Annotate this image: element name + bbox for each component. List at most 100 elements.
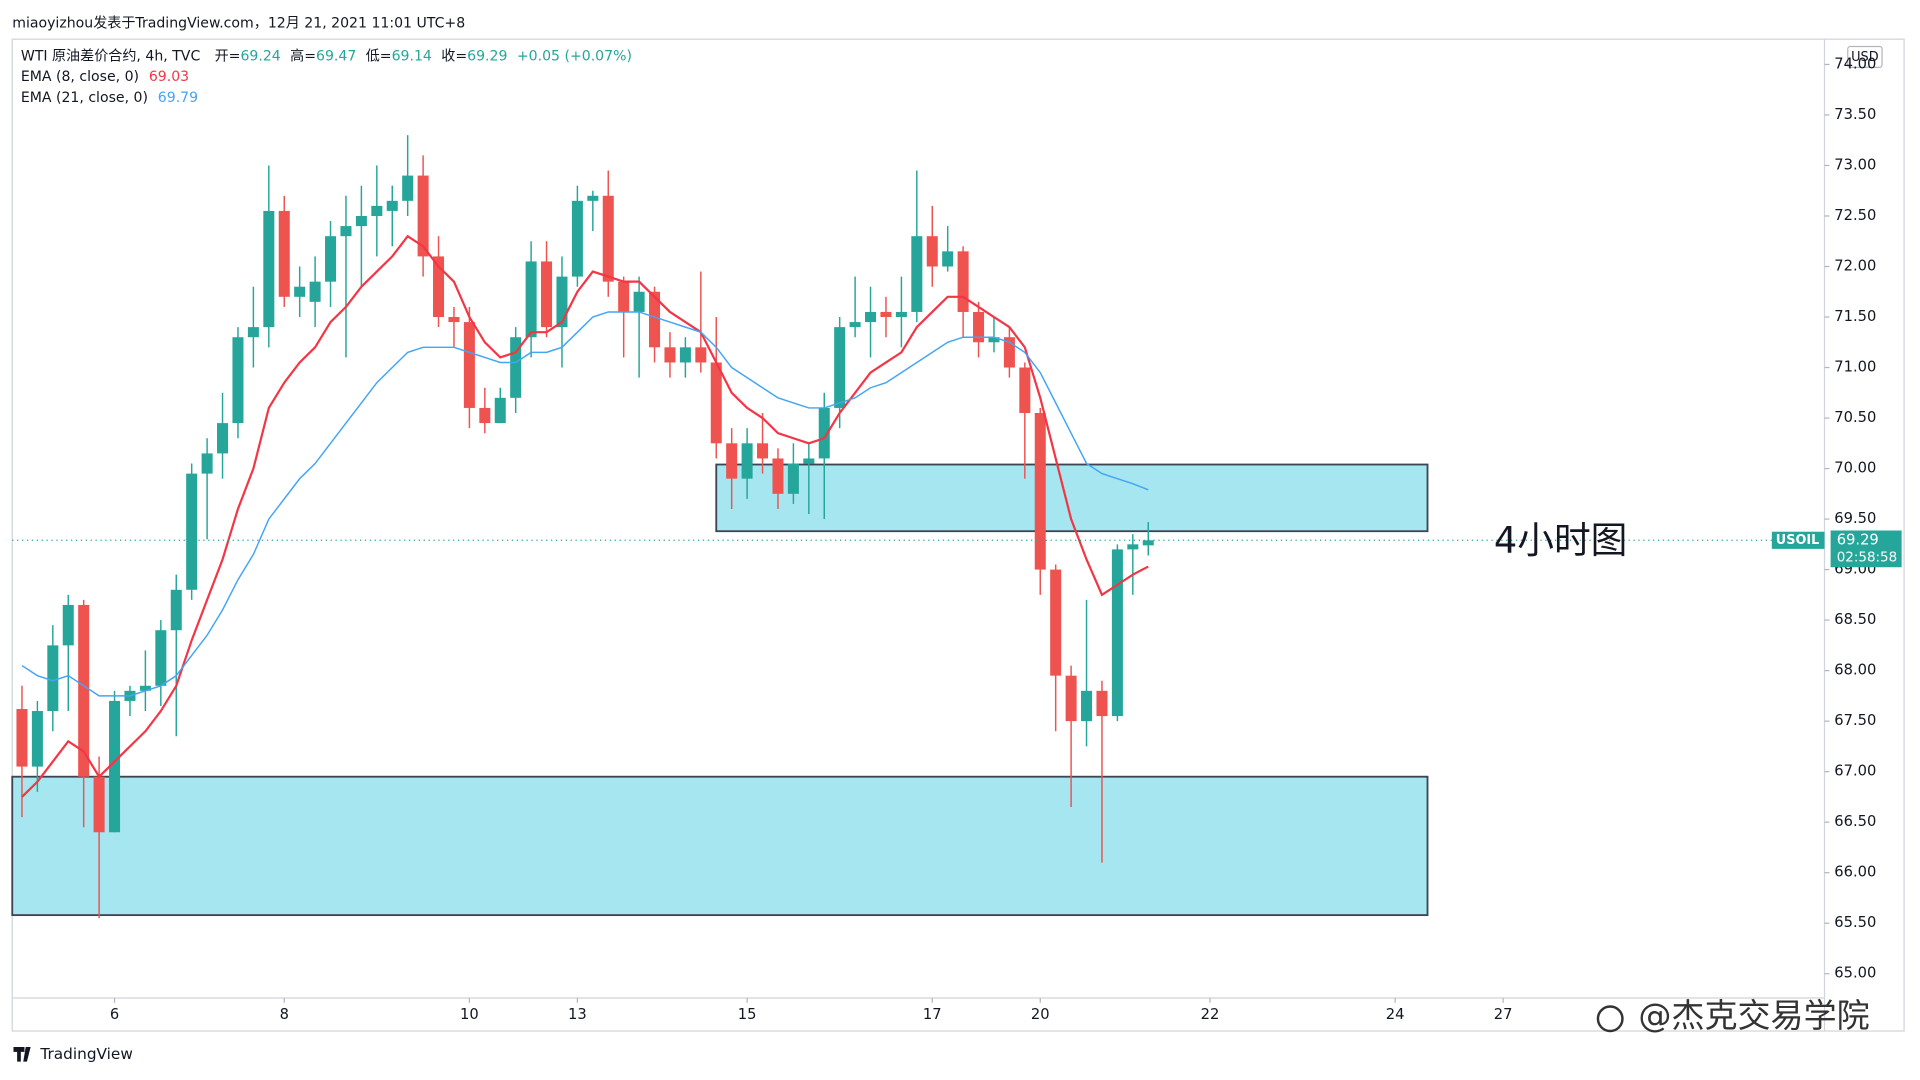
x-tick-label: 8 [280, 1006, 289, 1023]
candle-body [78, 604, 90, 777]
legend-ema8: EMA (8, close, 0) 69.03 [21, 69, 189, 85]
candle-body [757, 443, 769, 459]
ticker-box [1771, 531, 1825, 549]
y-tick-label: 72.50 [1834, 207, 1876, 224]
candle-body [510, 337, 522, 398]
y-tick-label: 66.00 [1834, 864, 1876, 881]
candle-body [541, 261, 553, 328]
ema8-value: 69.03 [149, 69, 189, 85]
candle-body [1019, 367, 1031, 413]
candle-body [109, 700, 121, 833]
y-tick-label: 68.00 [1834, 662, 1876, 679]
candle-body [1050, 569, 1062, 676]
candle-body [726, 443, 738, 479]
candle-body [849, 322, 861, 328]
candle-body [448, 317, 460, 323]
candle-body [772, 458, 784, 494]
y-tick-label: 73.00 [1834, 156, 1876, 173]
y-tick-label: 71.00 [1834, 359, 1876, 376]
candle-body [232, 337, 244, 424]
x-tick-label: 20 [1031, 1006, 1050, 1023]
candle-body [494, 397, 506, 424]
ema21-value: 69.79 [158, 90, 198, 106]
x-tick-label: 10 [460, 1006, 479, 1023]
price-label: 69.29 [1837, 531, 1879, 548]
candle-body [417, 175, 429, 257]
candle-body [340, 226, 352, 237]
y-tick-label: 66.50 [1834, 813, 1876, 830]
zone [11, 775, 1429, 917]
candle-body [710, 362, 722, 444]
candle-body [247, 327, 259, 338]
ticker: USOIL [1776, 533, 1820, 548]
x-tick-label: 24 [1386, 1006, 1405, 1023]
candle-body [803, 458, 815, 464]
brand: TradingView [39, 1045, 132, 1063]
candle-body [47, 645, 59, 712]
logo-mark [13, 1046, 31, 1062]
candle-body [479, 407, 491, 424]
candle-body [1081, 690, 1093, 722]
candle-body [664, 347, 676, 363]
plot [11, 63, 1830, 1003]
y-tick-label: 74.00 [1834, 55, 1876, 72]
close-label: 收= [441, 48, 467, 64]
candle-body [278, 210, 290, 297]
y-tick-label: 67.50 [1834, 712, 1876, 729]
candle-body [170, 589, 182, 631]
candle-body [649, 291, 661, 348]
candle-body [957, 251, 969, 312]
candle-body [741, 443, 753, 479]
legend-symbol: WTI 原油差价合约, 4h, TVC 开=69.24 高=69.47 低=69… [21, 47, 632, 64]
annotation: 4小时图 [1494, 519, 1628, 562]
candle-body [16, 709, 28, 767]
candle-body [355, 215, 367, 227]
low-value: 69.14 [392, 48, 432, 64]
x-tick-label: 15 [738, 1006, 757, 1023]
candle-body [1127, 544, 1139, 550]
frame [11, 38, 1905, 1032]
author: @杰克交易学院 [1638, 996, 1869, 1035]
caption: miaoyizhou发表于TradingView.com，12月 21, 202… [12, 15, 465, 31]
candle-body [402, 175, 414, 201]
candle-body [31, 711, 43, 767]
high-value: 69.47 [316, 48, 356, 64]
candle-body [587, 195, 599, 201]
candle-body [325, 236, 337, 282]
y-tick-label: 73.50 [1834, 106, 1876, 123]
x-tick-label: 6 [110, 1006, 119, 1023]
candle-body [942, 251, 954, 267]
candle-body [463, 322, 475, 408]
x-tick-label: 27 [1494, 1006, 1513, 1023]
candle-body [1003, 337, 1015, 368]
x-tick-label: 22 [1201, 1006, 1220, 1023]
candle-body [1111, 549, 1123, 717]
candle-body [1034, 412, 1046, 570]
candle-body [263, 210, 275, 328]
y-tick-label: 70.50 [1834, 409, 1876, 426]
currency-box [1847, 45, 1883, 68]
y-tick-label: 65.50 [1834, 914, 1876, 931]
candle-body [433, 256, 445, 318]
x-tick-label: 13 [568, 1006, 587, 1023]
y-tick-label: 68.50 [1834, 611, 1876, 628]
candle-body [865, 311, 877, 323]
high-label: 高= [290, 47, 316, 64]
price-box [1830, 530, 1902, 568]
candle-body [294, 286, 306, 297]
candle-body [217, 423, 229, 454]
candle-body [973, 311, 985, 343]
candle-body [386, 200, 398, 211]
tradingview-logo: TradingView [13, 1045, 133, 1063]
author-icon [1596, 1005, 1624, 1033]
candle-body [911, 236, 923, 312]
candle-body [371, 205, 383, 216]
candle-body [139, 685, 151, 691]
candle-body [988, 337, 1000, 343]
candle-body [895, 311, 907, 318]
candle-body [633, 291, 645, 312]
candle-body [93, 776, 105, 833]
candle-body [880, 311, 892, 318]
